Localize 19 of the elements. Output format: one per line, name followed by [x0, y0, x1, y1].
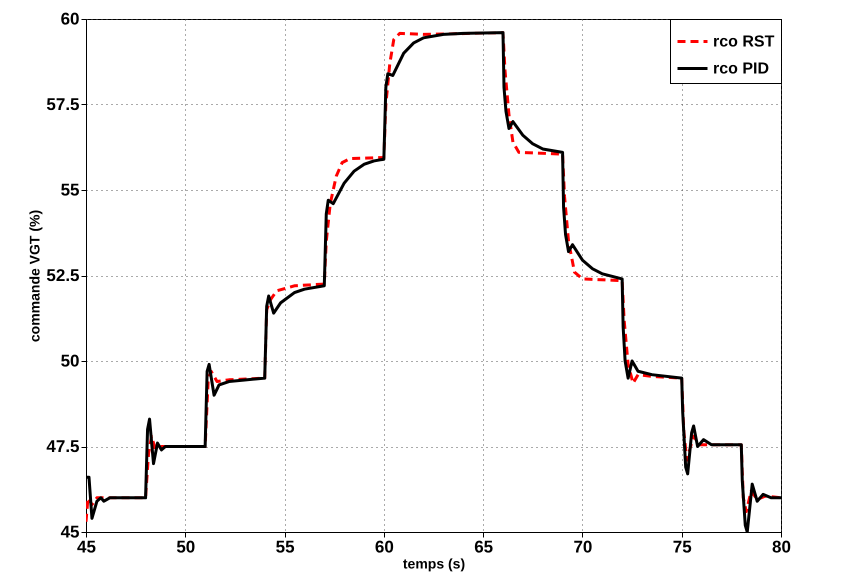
y-tick-label: 60 — [60, 10, 80, 28]
x-tick-label: 65 — [474, 538, 494, 556]
y-tick-label: 52.5 — [46, 266, 80, 285]
legend-label: rco RST — [713, 34, 775, 50]
y-tick-label: 50 — [60, 352, 80, 370]
y-tick-label: 57.5 — [46, 95, 80, 114]
x-tick-label: 45 — [77, 538, 96, 556]
x-axis-title: temps (s) — [402, 556, 466, 572]
y-tick-label: 47.5 — [46, 437, 80, 456]
y-tick-label: 55 — [60, 180, 80, 200]
x-tick-label: 75 — [672, 538, 692, 556]
x-tick-label: 60 — [374, 538, 394, 556]
y-axis-title: commande VGT (%) — [26, 210, 42, 342]
legend-label: rco PID — [713, 60, 770, 78]
x-tick-label: 80 — [772, 538, 791, 556]
x-tick-label: 55 — [276, 538, 295, 556]
x-tick-label: 70 — [573, 538, 592, 556]
x-tick-label: 50 — [176, 538, 196, 556]
y-tick-label: 45 — [60, 522, 80, 542]
